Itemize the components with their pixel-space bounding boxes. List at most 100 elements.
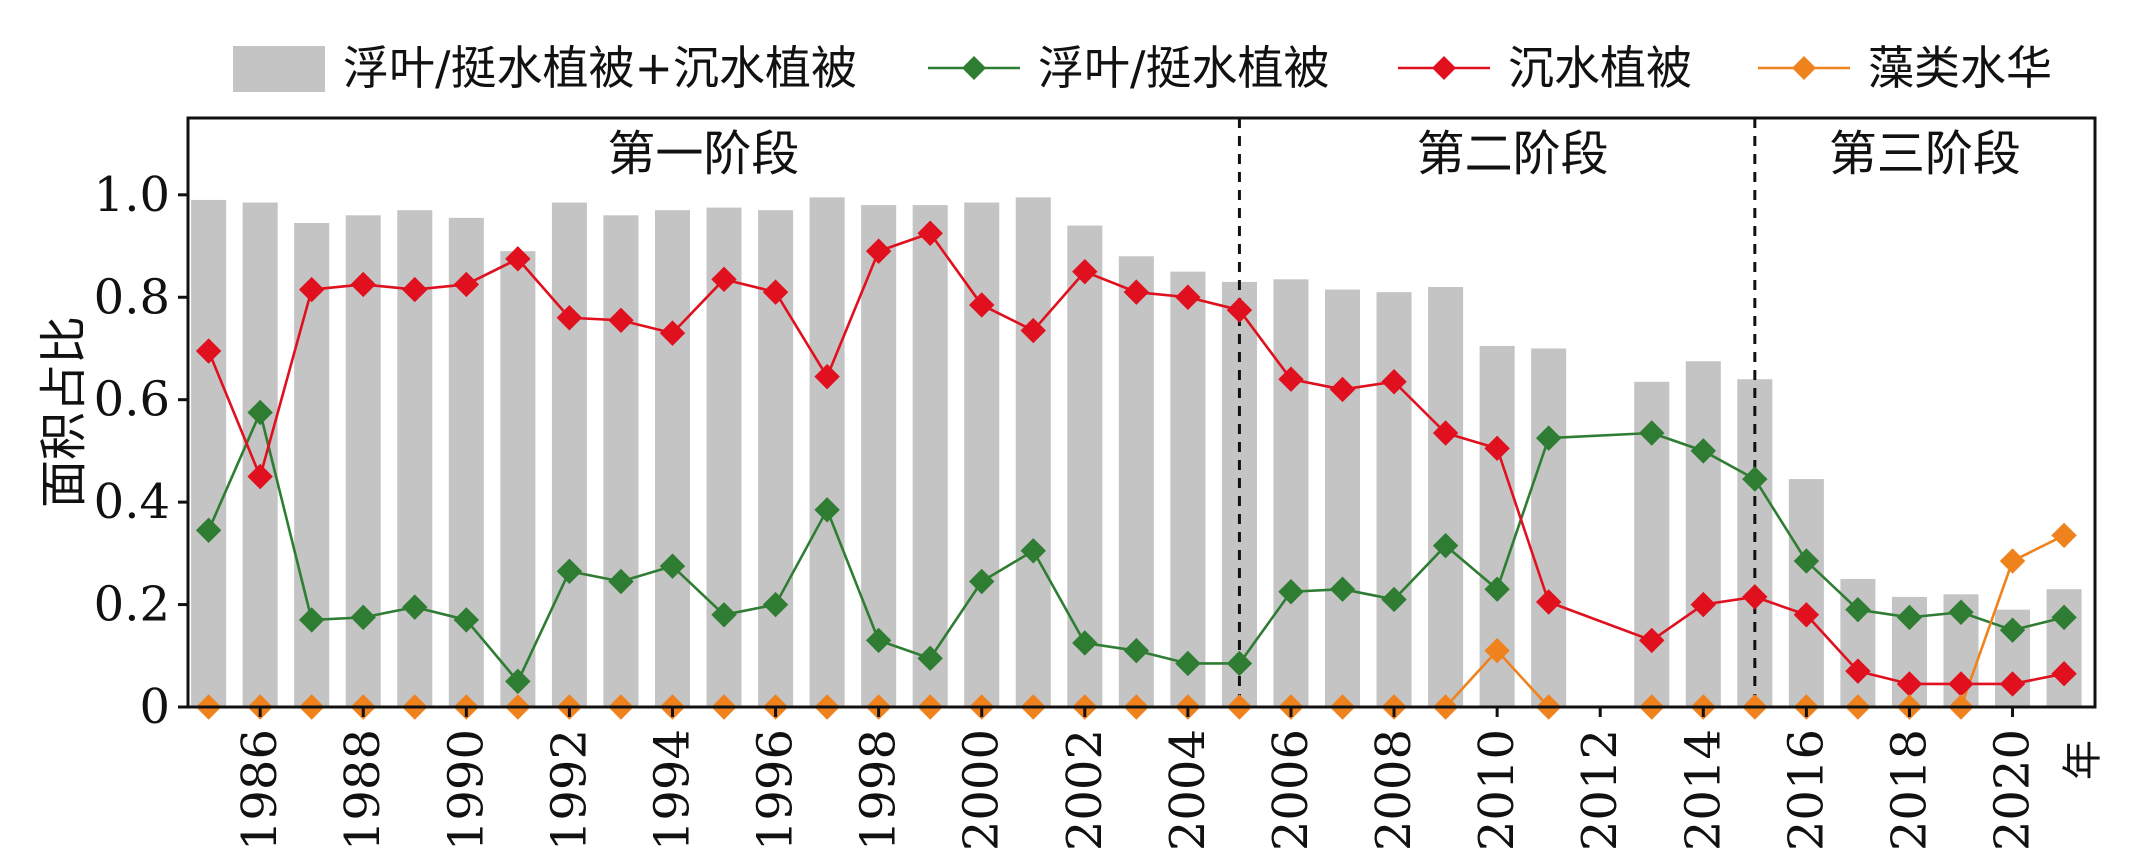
series-1-point-2013 [1639,627,1665,654]
series-0-segment [1393,544,1447,601]
y-tick-label: 0 [139,679,170,735]
bar-1986 [242,202,278,707]
series-0-point-1986 [247,399,273,426]
stage-label-1: 第一阶段 [607,126,799,182]
series-1-segment [258,289,313,477]
bars-layer [191,197,2082,708]
series-0-point-2020 [1999,617,2026,643]
series-1-segment [465,257,519,286]
series-0-segment [1032,550,1086,644]
series-1-point-1989 [402,276,428,303]
series-0-point-1992 [556,558,583,584]
series-1-segment [1805,613,1859,673]
series-0-point-2003 [1123,637,1150,664]
series-0-point-1999 [917,645,943,672]
x-tick-label: 2006 [1263,729,1319,851]
series-1-point-2008 [1381,369,1407,395]
series-0-point-2002 [1072,630,1098,656]
series-0-point-1994 [659,553,686,579]
y-tick-label: 0.6 [94,372,170,428]
series-0-point-2014 [1690,438,1716,464]
bar-2002 [1067,225,1103,707]
y-tick-label: 0.2 [94,577,170,633]
x-tick-label: 2016 [1778,729,1834,851]
series-0-point-2000 [969,568,995,595]
series-0-point-2001 [1020,538,1046,564]
bar-2001 [1015,197,1051,707]
series-2-segment [1444,649,1499,708]
series-1-point-2021 [2051,661,2077,687]
series-1-point-2007 [1329,376,1356,403]
series-1-point-2010 [1484,435,1510,462]
series-1-segment [1238,309,1293,380]
series-0-segment [671,565,725,616]
series-1-point-1993 [608,307,634,334]
x-tick-label: 1986 [232,729,288,851]
series-1-point-2009 [1432,420,1459,446]
series-2-segment [2011,534,2065,563]
series-1-segment [207,350,262,478]
series-0-point-2006 [1278,579,1304,605]
bar-1997 [809,197,845,707]
series-1-point-2004 [1175,284,1201,310]
series-0-point-2021 [2051,604,2077,631]
series-0-segment [774,509,829,606]
series-2-segment [1496,649,1550,708]
series-1-segment [1651,603,1705,642]
legend-label-1: 浮叶/挺水植被 [1038,41,1330,95]
series-0-point-1988 [350,604,376,631]
series-0-point-2017 [1845,596,1871,623]
series-1-point-1987 [298,276,325,303]
bar-1994 [654,210,691,708]
series-1-point-1992 [556,305,583,331]
series-1-point-2014 [1690,591,1716,618]
series-1-point-2017 [1845,658,1871,684]
series-1-point-1996 [762,279,789,305]
series-0-point-1987 [298,607,325,633]
series-1-point-1997 [814,363,840,390]
x-tick-label: 1994 [644,729,700,851]
series-1-segment [516,257,571,319]
series-0-segment [1444,544,1498,591]
series-1-point-2006 [1278,366,1304,392]
bar-2000 [964,202,1000,707]
series-0-point-2011 [1535,425,1562,451]
series-markers [195,220,2077,720]
series-0-segment [1702,449,1756,481]
series-0-segment [929,580,983,660]
x-tick-label: 2004 [1160,729,1216,851]
legend-label-3: 藻类水华 [1868,41,2052,95]
legend: 浮叶/挺水植被+沉水植被 浮叶/挺水植被 沉水植被 藻类水华 [233,41,2052,95]
series-1-point-2003 [1123,279,1150,305]
legend-swatch-bar [233,46,325,92]
x-tick-label: 1990 [438,729,494,851]
series-2-point-2010 [1484,637,1510,664]
series-0-point-2005 [1226,650,1253,677]
x-tick-label: 2002 [1057,729,1113,851]
series-0-segment [465,619,519,683]
bar-1991 [500,251,536,707]
series-0-segment [1753,478,1808,562]
y-tick-label: 1.0 [94,167,170,223]
series-1-point-2001 [1020,317,1046,344]
x-tick-label: 1988 [335,729,391,851]
legend-marker-2 [1432,56,1456,80]
series-0-segment [1238,591,1293,665]
series-1-segment [1495,447,1550,603]
series-0-segment [981,549,1034,583]
series-0-point-1990 [453,607,480,633]
stage-label-2: 第二阶段 [1417,126,1609,182]
series-1-segment [1548,600,1653,642]
series-1-point-2020 [1999,671,2026,697]
x-tick-label: 2018 [1881,729,1937,851]
series-0-point-1995 [711,602,737,628]
bar-2016 [1788,479,1824,707]
bar-1992 [551,202,587,707]
series-2-point-2020 [1999,548,2026,574]
series-1-point-1988 [350,271,376,298]
x-tick-label: 2008 [1366,729,1422,851]
series-2-point-2021 [2051,522,2077,549]
plot-frame [186,116,2097,709]
stage-label-3: 第三阶段 [1829,126,2021,182]
series-1-point-2015 [1742,584,1768,610]
